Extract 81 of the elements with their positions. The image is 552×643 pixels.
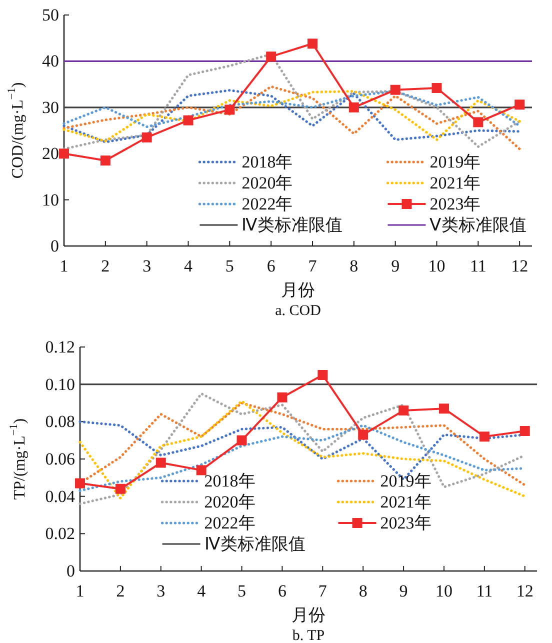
y-tick-label: 0.10 (45, 374, 75, 394)
point (75, 478, 85, 488)
point (473, 117, 484, 128)
y-tick-label: 0 (50, 236, 59, 256)
legend-label: Ⅳ类标准限值 (204, 534, 306, 554)
x-tick-label: 2 (101, 256, 110, 276)
y-tick-label: 0.04 (45, 486, 76, 506)
point (224, 104, 235, 115)
point (514, 100, 525, 110)
x-tick-label: 6 (278, 582, 286, 600)
x-tick-label: 7 (318, 582, 328, 600)
x-tick-label: 5 (225, 256, 234, 276)
x-tick-label: 8 (358, 582, 368, 600)
point (100, 156, 110, 166)
point (307, 38, 318, 49)
x-tick-label: 12 (516, 582, 534, 600)
y-tick-label: 0.06 (45, 450, 75, 468)
y-tick-label: 0 (66, 562, 75, 580)
y-tick-label: 0.02 (45, 524, 75, 544)
point (156, 458, 166, 468)
text: b. TP (292, 628, 325, 643)
x-tick-label: 8 (350, 256, 358, 276)
x-tick-label: 9 (399, 582, 408, 600)
y-tick-label: 50 (42, 6, 59, 24)
x-tick-label: 3 (142, 256, 152, 276)
point (390, 84, 400, 95)
x-tick-label: 6 (266, 256, 276, 276)
legend-label: Ⅳ类标准限值 (242, 216, 343, 234)
point (115, 484, 126, 494)
y-tick-label: 0.08 (45, 412, 75, 432)
y-tick-label: 30 (42, 98, 59, 117)
legend-label: 2021年 (380, 492, 432, 512)
point (479, 432, 490, 442)
x-tick-label: 4 (197, 582, 206, 600)
y-tick-label: 20 (42, 144, 59, 164)
line-series (62, 85, 521, 150)
x-tick-label: 10 (428, 256, 446, 276)
y-tick-label: 10 (42, 190, 59, 210)
point (520, 426, 530, 436)
point (398, 405, 409, 416)
x-tick-label: 9 (391, 256, 400, 276)
legend-label: 2023年 (380, 514, 432, 532)
x-axis-title: 月份 (281, 280, 315, 300)
legend-label: 2023年 (430, 194, 481, 214)
legend-label: 2021年 (430, 174, 481, 192)
x-tick-label: 11 (476, 582, 493, 600)
legend-label: 2019年 (430, 152, 481, 172)
x-tick-label: 5 (238, 582, 246, 600)
point (348, 102, 359, 112)
point (142, 132, 152, 142)
point (183, 115, 194, 126)
legend-label: 2018年 (242, 152, 293, 172)
legend-label: 2020年 (242, 174, 293, 192)
y-tick-label: 40 (42, 52, 59, 71)
point (59, 148, 69, 159)
text: a. COD (275, 303, 322, 319)
point (236, 435, 247, 446)
legend-label: 2022年 (242, 194, 293, 214)
point (266, 52, 276, 62)
x-tick-label: 12 (511, 256, 528, 276)
point (432, 82, 442, 93)
point (318, 370, 328, 380)
legend-label: 2020年 (204, 492, 256, 512)
legend-label: 2022年 (204, 514, 256, 532)
legend-label: 2018年 (204, 472, 256, 490)
point (277, 392, 288, 402)
x-tick-label: 2 (116, 582, 125, 600)
point (196, 465, 206, 476)
x-tick-label: 1 (76, 582, 84, 600)
x-tick-label: 7 (308, 256, 318, 276)
point (438, 404, 449, 414)
x-tick-label: 4 (184, 256, 193, 276)
x-axis-title: 月份 (292, 606, 326, 624)
legend-label: Ⅴ类标准限值 (430, 216, 527, 234)
x-tick-label: 11 (470, 256, 486, 276)
x-tick-label: 1 (60, 256, 68, 276)
y-tick-label: 0.12 (45, 338, 75, 356)
legend-label: 2019年 (380, 472, 432, 490)
x-tick-label: 10 (435, 582, 452, 600)
point (358, 430, 368, 440)
x-tick-label: 3 (156, 582, 166, 600)
